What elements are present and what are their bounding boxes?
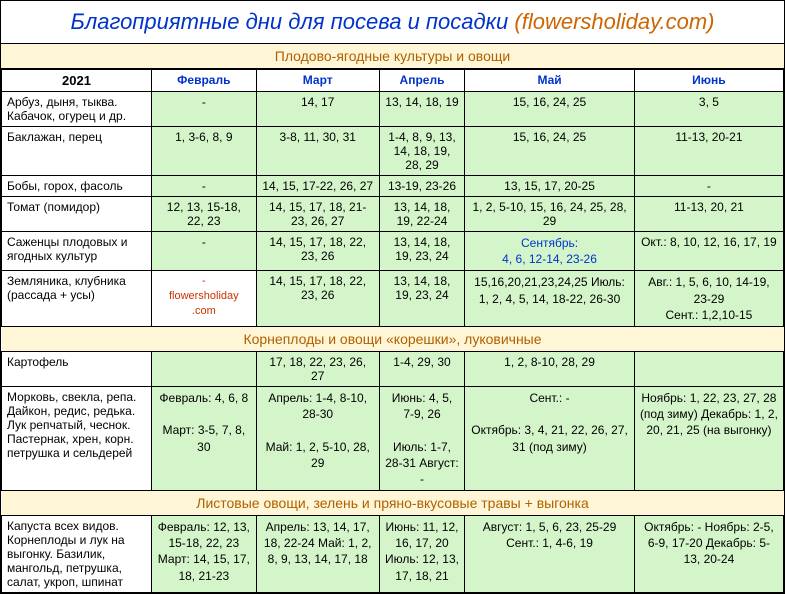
date-cell: Февраль: 4, 6, 8Март: 3-5, 7, 8, 30 — [152, 386, 257, 490]
row-label: Земляника, клубника (рассада + усы) — [2, 271, 152, 327]
month-header: Июнь — [634, 70, 783, 92]
row-label: Саженцы плодовых и ягодных культур — [2, 232, 152, 271]
date-cell: 14, 17 — [256, 92, 379, 127]
date-cell: 14, 15, 17, 18, 21-23, 26, 27 — [256, 197, 379, 232]
title-main: Благоприятные дни для посева и посадки — [71, 9, 515, 34]
table-row: Земляника, клубника (рассада + усы) -flo… — [2, 271, 784, 327]
table-row: Морковь, свекла, репа. Дайкон, редис, ре… — [2, 386, 784, 490]
date-cell: 1-4, 8, 9, 13, 14, 18, 19, 28, 29 — [379, 127, 464, 176]
row-label: Картофель — [2, 351, 152, 386]
date-cell: 13-19, 23-26 — [379, 176, 464, 197]
date-cell: 3-8, 11, 30, 31 — [256, 127, 379, 176]
section-header-1: Плодово-ягодные культуры и овощи — [1, 44, 784, 69]
month-header: Март — [256, 70, 379, 92]
date-cell: - — [152, 176, 257, 197]
main-table: 2021 Февраль Март Апрель Май Июнь Арбуз,… — [1, 69, 784, 593]
date-cell: 14, 15, 17, 18, 22, 23, 26 — [256, 271, 379, 327]
header-row: 2021 Февраль Март Апрель Май Июнь — [2, 70, 784, 92]
table-row: Капуста всех видов. Корнеплоды и лук на … — [2, 516, 784, 593]
row-label: Морковь, свекла, репа. Дайкон, редис, ре… — [2, 386, 152, 490]
date-cell: Сент.: -Октябрь: 3, 4, 21, 22, 26, 27, 3… — [465, 386, 635, 490]
date-cell — [152, 351, 257, 386]
month-header: Апрель — [379, 70, 464, 92]
date-cell: 1, 2, 5-10, 15, 16, 24, 25, 28, 29 — [465, 197, 635, 232]
date-cell: 11-13, 20, 21 — [634, 197, 783, 232]
date-cell: 13, 14, 18, 19 — [379, 92, 464, 127]
date-cell: 1, 2, 8-10, 28, 29 — [465, 351, 635, 386]
date-cell: 14, 15, 17, 18, 22, 23, 26 — [256, 232, 379, 271]
date-cell: - — [634, 176, 783, 197]
row-label: Капуста всех видов. Корнеплоды и лук на … — [2, 516, 152, 593]
section-row: Листовые овощи, зелень и пряно-вкусовые … — [2, 491, 784, 516]
date-cell: 13, 14, 18, 19, 23, 24 — [379, 232, 464, 271]
date-cell: 15,16,20,21,23,24,25 Июль: 1, 2, 4, 5, 1… — [465, 271, 635, 327]
row-label: Томат (помидор) — [2, 197, 152, 232]
date-cell: 1, 3-6, 8, 9 — [152, 127, 257, 176]
date-cell: 15, 16, 24, 25 — [465, 127, 635, 176]
table-row: Арбуз, дыня, тыква. Кабачок, огурец и др… — [2, 92, 784, 127]
row-label: Бобы, горох, фасоль — [2, 176, 152, 197]
table-row: Томат (помидор) 12, 13, 15-18, 22, 23 14… — [2, 197, 784, 232]
date-cell: - — [152, 232, 257, 271]
date-cell: 13, 15, 17, 20-25 — [465, 176, 635, 197]
month-header: Май — [465, 70, 635, 92]
table-row: Картофель 17, 18, 22, 23, 26, 27 1-4, 29… — [2, 351, 784, 386]
date-cell: 3, 5 — [634, 92, 783, 127]
date-cell: Февраль: 12, 13, 15-18, 22, 23Март: 14, … — [152, 516, 257, 593]
date-cell: 15, 16, 24, 25 — [465, 92, 635, 127]
row-label: Баклажан, перец — [2, 127, 152, 176]
page-title: Благоприятные дни для посева и посадки (… — [1, 1, 784, 44]
date-cell: 13, 14, 18, 19, 23, 24 — [379, 271, 464, 327]
date-cell: 1-4, 29, 30 — [379, 351, 464, 386]
date-cell: Сентябрь:4, 6, 12-14, 23-26 — [465, 232, 635, 271]
date-cell: 17, 18, 22, 23, 26, 27 — [256, 351, 379, 386]
date-cell: Окт.: 8, 10, 12, 16, 17, 19 — [634, 232, 783, 271]
watermark-cell: -flowersholiday.com — [152, 271, 257, 327]
date-cell: 14, 15, 17-22, 26, 27 — [256, 176, 379, 197]
date-cell: Июнь: 11, 12, 16, 17, 20Июль: 12, 13, 17… — [379, 516, 464, 593]
date-cell: Апрель: 1-4, 8-10, 28-30Май: 1, 2, 5-10,… — [256, 386, 379, 490]
date-cell: 13, 14, 18, 19, 22-24 — [379, 197, 464, 232]
date-cell: Август: 1, 5, 6, 23, 25-29Сент.: 1, 4-6,… — [465, 516, 635, 593]
table-row: Баклажан, перец 1, 3-6, 8, 9 3-8, 11, 30… — [2, 127, 784, 176]
date-cell — [634, 351, 783, 386]
date-cell: Июнь: 4, 5, 7-9, 26Июль: 1-7, 28-31 Авгу… — [379, 386, 464, 490]
section-row: Корнеплоды и овощи «корешки», луковичные — [2, 326, 784, 351]
table-row: Бобы, горох, фасоль - 14, 15, 17-22, 26,… — [2, 176, 784, 197]
date-cell: 11-13, 20-21 — [634, 127, 783, 176]
row-label: Арбуз, дыня, тыква. Кабачок, огурец и др… — [2, 92, 152, 127]
date-cell: 12, 13, 15-18, 22, 23 — [152, 197, 257, 232]
date-cell: Авг.: 1, 5, 6, 10, 14-19, 23-29Сент.: 1,… — [634, 271, 783, 327]
table-row: Саженцы плодовых и ягодных культур - 14,… — [2, 232, 784, 271]
date-cell: - — [152, 92, 257, 127]
section-header-3: Листовые овощи, зелень и пряно-вкусовые … — [2, 491, 784, 516]
section-header-2: Корнеплоды и овощи «корешки», луковичные — [2, 326, 784, 351]
date-cell: Апрель: 13, 14, 17, 18, 22-24 Май: 1, 2,… — [256, 516, 379, 593]
date-cell: Октябрь: - Ноябрь: 2-5, 6-9, 17-20 Декаб… — [634, 516, 783, 593]
calendar-table: Благоприятные дни для посева и посадки (… — [0, 0, 785, 594]
title-site: (flowersholiday.com) — [514, 9, 714, 34]
date-cell: Ноябрь: 1, 22, 23, 27, 28 (под зиму) Дек… — [634, 386, 783, 490]
year-header: 2021 — [2, 70, 152, 92]
month-header: Февраль — [152, 70, 257, 92]
